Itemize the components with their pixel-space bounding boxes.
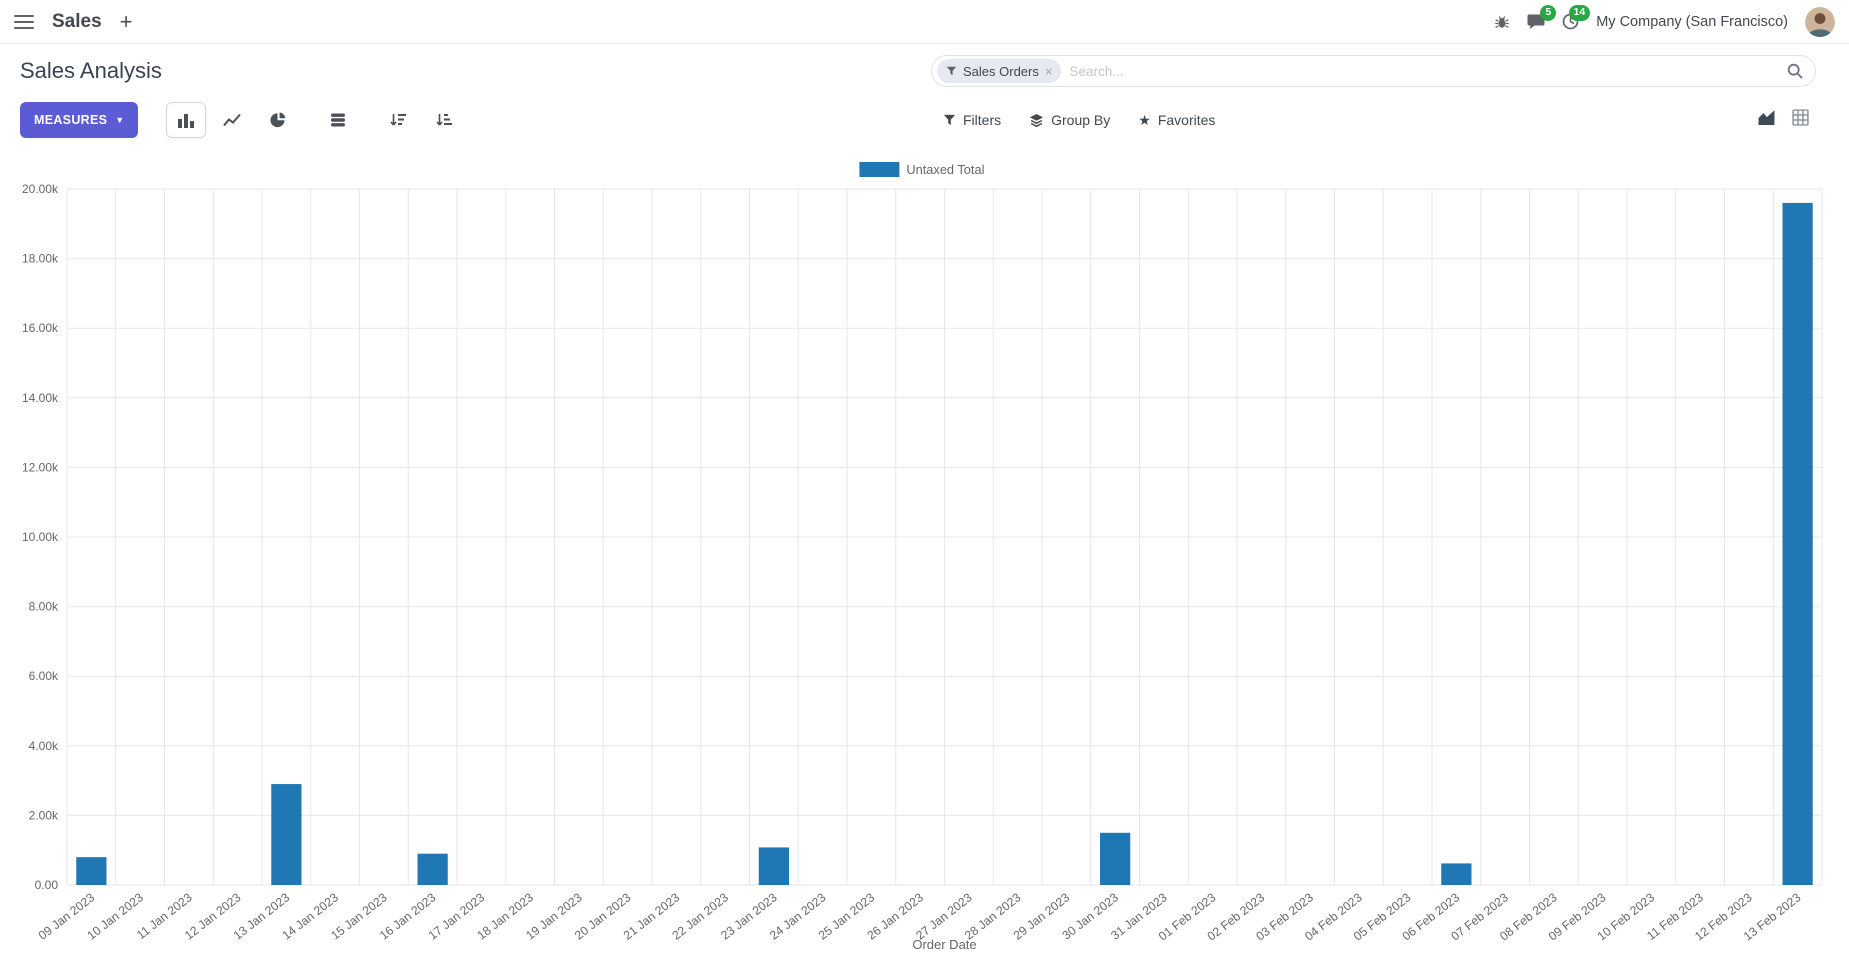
pie-chart-button[interactable] bbox=[258, 102, 298, 138]
bar-16-jan-2023[interactable] bbox=[417, 853, 448, 885]
top-navbar: Sales + 5 14 My Company (San Francisco) bbox=[0, 0, 1849, 44]
legend-label[interactable]: Untaxed Total bbox=[906, 162, 984, 177]
bar-23-jan-2023[interactable] bbox=[758, 847, 789, 885]
activities-clock-icon[interactable]: 14 bbox=[1562, 5, 1591, 30]
view-switcher bbox=[1757, 109, 1809, 131]
bar-13-jan-2023[interactable] bbox=[271, 784, 302, 885]
search-facet-label: Sales Orders bbox=[963, 63, 1039, 79]
stacked-icon bbox=[331, 113, 346, 127]
pivot-view-button[interactable] bbox=[1792, 109, 1809, 131]
favorites-label: Favorites bbox=[1157, 112, 1216, 128]
chart-type-buttons bbox=[166, 102, 464, 138]
svg-text:14.00k: 14.00k bbox=[22, 391, 59, 405]
bar-30-jan-2023[interactable] bbox=[1100, 832, 1131, 885]
filters-label: Filters bbox=[963, 112, 1002, 128]
page-title: Sales Analysis bbox=[20, 58, 162, 83]
group-by-label: Group By bbox=[1051, 112, 1111, 128]
measures-label: MEASURES bbox=[34, 113, 108, 127]
filter-funnel-icon bbox=[943, 114, 956, 125]
graph-view-icon bbox=[1758, 110, 1775, 125]
pie-chart-icon bbox=[270, 112, 286, 128]
sort-descending-button[interactable] bbox=[378, 102, 418, 138]
chevron-down-icon: ▼ bbox=[115, 115, 125, 125]
stacked-toggle-button[interactable] bbox=[318, 102, 358, 138]
svg-text:Order Date: Order Date bbox=[912, 937, 976, 952]
bar-chart-icon bbox=[178, 114, 195, 128]
measures-button[interactable]: MEASURES ▼ bbox=[20, 102, 139, 138]
search-input[interactable] bbox=[1069, 63, 1779, 79]
facet-funnel-icon bbox=[946, 66, 957, 75]
svg-text:4.00k: 4.00k bbox=[29, 739, 59, 753]
sort-ascending-icon bbox=[436, 114, 453, 126]
search-facet[interactable]: Sales Orders × bbox=[937, 59, 1062, 83]
control-panel: Sales Analysis Sales Orders × MEASURES ▼ bbox=[0, 44, 1849, 146]
facet-remove-icon[interactable]: × bbox=[1044, 63, 1053, 79]
group-by-button[interactable]: Group By bbox=[1029, 112, 1110, 128]
search-bar[interactable]: Sales Orders × bbox=[931, 55, 1816, 87]
search-tools: Filters Group By ★ Favorites bbox=[943, 112, 1215, 129]
user-avatar[interactable] bbox=[1805, 6, 1835, 37]
line-chart-button[interactable] bbox=[212, 102, 252, 138]
svg-text:12.00k: 12.00k bbox=[22, 460, 59, 474]
star-icon: ★ bbox=[1138, 111, 1151, 128]
svg-text:2.00k: 2.00k bbox=[29, 808, 59, 822]
company-switcher[interactable]: My Company (San Francisco) bbox=[1596, 13, 1788, 30]
debug-bug-icon[interactable] bbox=[1494, 14, 1510, 30]
line-chart-icon bbox=[223, 113, 242, 127]
svg-text:10.00k: 10.00k bbox=[22, 530, 59, 544]
messages-icon[interactable]: 5 bbox=[1527, 5, 1557, 30]
bar-09-jan-2023[interactable] bbox=[76, 857, 107, 885]
bar-13-feb-2023[interactable] bbox=[1782, 202, 1813, 886]
svg-text:8.00k: 8.00k bbox=[29, 600, 59, 614]
sales-analysis-bar-chart[interactable]: 0.00 2.00k 4.00k 6.00k 8.00k 10.00k 12.00k 14.0… bbox=[0, 146, 1849, 958]
app-name[interactable]: Sales bbox=[52, 10, 102, 32]
svg-text:18.00k: 18.00k bbox=[22, 252, 59, 266]
svg-text:16.00k: 16.00k bbox=[22, 321, 59, 335]
sort-ascending-button[interactable] bbox=[424, 102, 464, 138]
filters-button[interactable]: Filters bbox=[943, 112, 1001, 128]
svg-text:6.00k: 6.00k bbox=[29, 669, 59, 683]
messages-badge: 5 bbox=[1540, 5, 1557, 21]
plus-icon[interactable]: + bbox=[119, 8, 133, 34]
group-by-layers-icon bbox=[1030, 113, 1044, 127]
sort-descending-icon bbox=[390, 114, 407, 126]
activities-badge: 14 bbox=[1568, 5, 1591, 21]
bar-06-feb-2023[interactable] bbox=[1441, 863, 1472, 885]
apps-menu-icon[interactable] bbox=[14, 14, 34, 29]
svg-text:20.00k: 20.00k bbox=[22, 182, 59, 196]
svg-text:0.00: 0.00 bbox=[35, 878, 59, 892]
chart-area: 0.00 2.00k 4.00k 6.00k 8.00k 10.00k 12.00k 14.0… bbox=[0, 146, 1849, 958]
pivot-view-icon bbox=[1792, 109, 1809, 126]
legend-swatch[interactable] bbox=[859, 162, 900, 177]
graph-view-button[interactable] bbox=[1757, 109, 1776, 131]
search-icon[interactable] bbox=[1787, 63, 1803, 79]
favorites-button[interactable]: ★ Favorites bbox=[1138, 112, 1215, 129]
bar-chart-button[interactable] bbox=[166, 102, 207, 138]
